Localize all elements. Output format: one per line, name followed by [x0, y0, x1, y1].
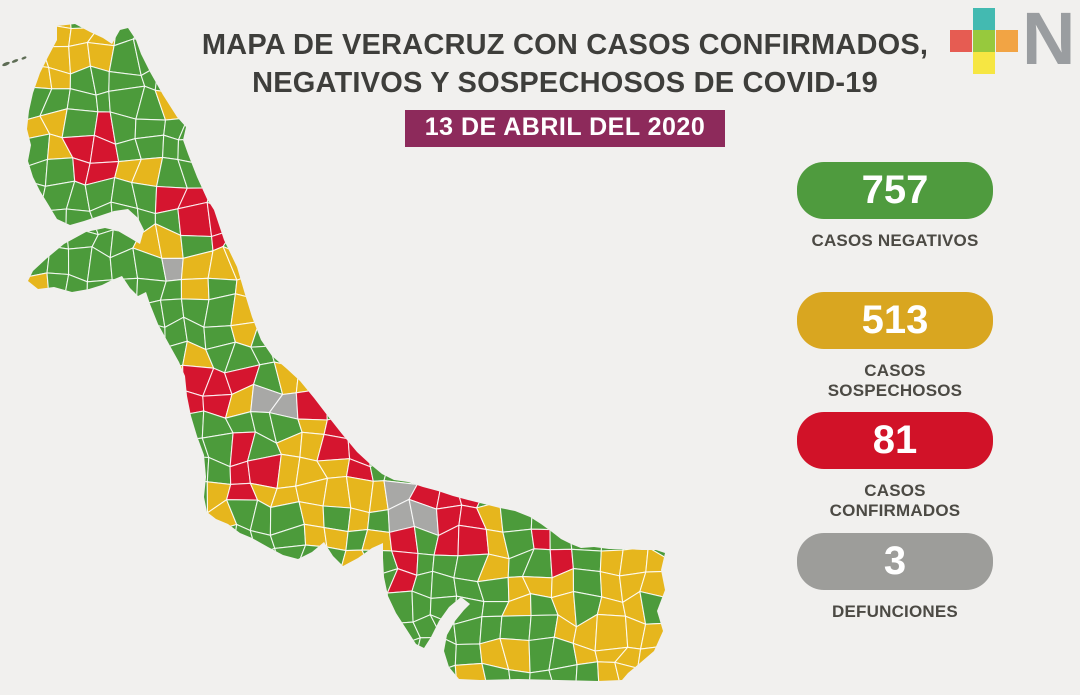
- logo-square-right-icon: [996, 30, 1018, 52]
- logo-square-center-icon: [973, 30, 995, 52]
- confirmados-label: CASOS CONFIRMADOS: [829, 481, 961, 520]
- stat-sospechosos: 513 CASOS SOSPECHOSOS: [797, 292, 993, 401]
- title-line-1: MAPA DE VERACRUZ CON CASOS CONFIRMADOS,: [201, 29, 929, 61]
- negativos-label: CASOS NEGATIVOS: [811, 231, 979, 250]
- confirmados-badge: 81: [797, 412, 993, 469]
- sospechosos-label: CASOS SOSPECHOSOS: [827, 361, 963, 400]
- offshore-islands: [2, 56, 27, 67]
- logo-square-top-icon: [973, 8, 995, 30]
- negativos-badge: 757: [797, 162, 993, 219]
- brand-logo: N: [944, 0, 1076, 80]
- stat-defunciones: 3 DEFUNCIONES: [797, 533, 993, 622]
- header: MAPA DE VERACRUZ CON CASOS CONFIRMADOS, …: [185, 26, 945, 147]
- title-line-2: NEGATIVOS Y SOSPECHOSOS DE COVID-19: [252, 67, 878, 99]
- date-badge: 13 DE ABRIL DEL 2020: [404, 110, 726, 147]
- defunciones-badge: 3: [797, 533, 993, 590]
- defunciones-label: DEFUNCIONES: [832, 602, 958, 621]
- logo-square-bottom-icon: [973, 52, 995, 74]
- stat-negativos: 757 CASOS NEGATIVOS: [797, 162, 993, 251]
- logo-square-left-icon: [950, 30, 972, 52]
- sospechosos-badge: 513: [797, 292, 993, 349]
- stat-confirmados: 81 CASOS CONFIRMADOS: [797, 412, 993, 521]
- logo-letter: N: [1022, 0, 1076, 80]
